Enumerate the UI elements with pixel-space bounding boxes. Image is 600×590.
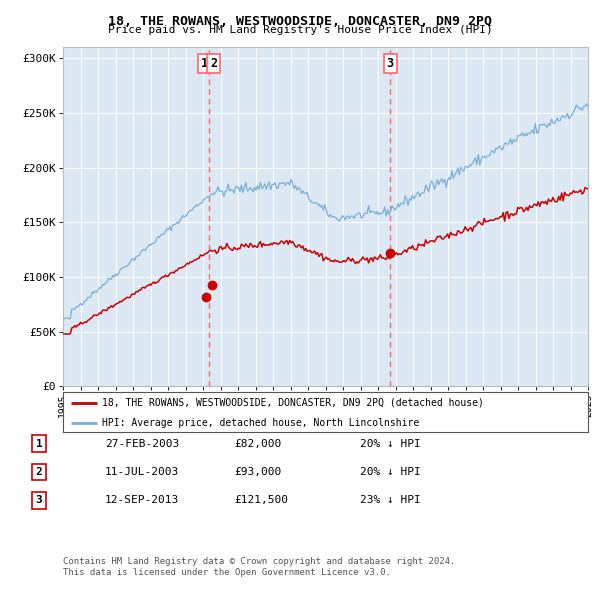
Text: 18, THE ROWANS, WESTWOODSIDE, DONCASTER, DN9 2PQ (detached house): 18, THE ROWANS, WESTWOODSIDE, DONCASTER,… [103,398,484,408]
Text: Price paid vs. HM Land Registry's House Price Index (HPI): Price paid vs. HM Land Registry's House … [107,25,493,35]
Text: 20% ↓ HPI: 20% ↓ HPI [360,439,421,448]
Text: This data is licensed under the Open Government Licence v3.0.: This data is licensed under the Open Gov… [63,568,391,577]
Text: 2: 2 [35,467,43,477]
Text: 3: 3 [35,496,43,505]
Text: £93,000: £93,000 [234,467,281,477]
Text: 1: 1 [201,57,208,70]
Text: 1: 1 [35,439,43,448]
Text: HPI: Average price, detached house, North Lincolnshire: HPI: Average price, detached house, Nort… [103,418,419,428]
Text: 20% ↓ HPI: 20% ↓ HPI [360,467,421,477]
Text: 3: 3 [386,57,394,70]
Text: 12-SEP-2013: 12-SEP-2013 [105,496,179,505]
Text: 27-FEB-2003: 27-FEB-2003 [105,439,179,448]
Text: 18, THE ROWANS, WESTWOODSIDE, DONCASTER, DN9 2PQ: 18, THE ROWANS, WESTWOODSIDE, DONCASTER,… [108,15,492,28]
Text: 23% ↓ HPI: 23% ↓ HPI [360,496,421,505]
Text: £121,500: £121,500 [234,496,288,505]
Text: 11-JUL-2003: 11-JUL-2003 [105,467,179,477]
Text: £82,000: £82,000 [234,439,281,448]
Text: 2: 2 [210,57,217,70]
Text: Contains HM Land Registry data © Crown copyright and database right 2024.: Contains HM Land Registry data © Crown c… [63,558,455,566]
